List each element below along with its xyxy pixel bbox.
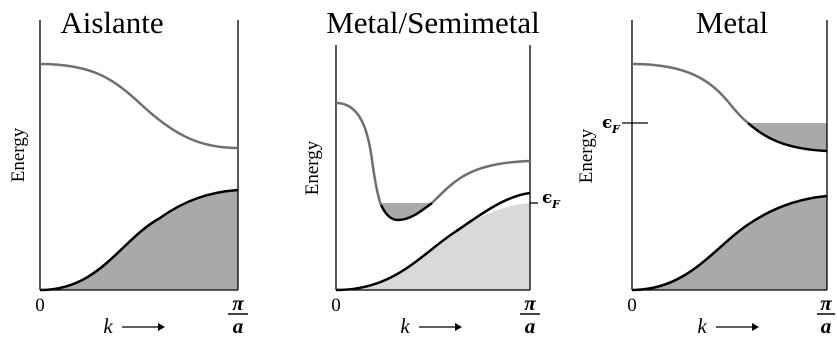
upper-band-curve-empty (631, 62, 749, 124)
upper-band-curve-filled (747, 122, 828, 153)
k-axis-label: k (400, 314, 410, 338)
panel-metal-semimetal: Metal/Semimetal ϵ F Energy 0 k π a (302, 5, 561, 338)
k-arrow (122, 323, 165, 331)
lower-band-curve (39, 188, 239, 292)
k-axis-label: k (103, 314, 113, 338)
filled-lower-band (40, 190, 238, 290)
lower-band-curve (335, 191, 531, 292)
energy-axis-label: Energy (576, 128, 597, 183)
fermi-level-subscript: F (551, 198, 561, 211)
k-axis-label: k (697, 314, 707, 338)
pi-label: π (524, 291, 536, 315)
fermi-level-label: ϵ (602, 113, 612, 133)
energy-axis-label: Energy (302, 140, 323, 195)
origin-label: 0 (627, 295, 637, 316)
panel-title: Metal (696, 5, 768, 40)
upper-band-curve-left (335, 101, 383, 206)
panel-title: Aislante (60, 5, 163, 40)
filled-lower-band (336, 203, 530, 290)
a-label: a (525, 314, 536, 338)
fermi-level-label: ϵ (542, 188, 552, 208)
k-arrow (716, 323, 759, 331)
pi-label: π (232, 291, 244, 315)
origin-label: 0 (331, 295, 341, 316)
pi-label: π (820, 291, 832, 315)
origin-label: 0 (35, 295, 45, 316)
filled-upper-pocket (380, 203, 432, 220)
fermi-level-subscript: F (611, 123, 621, 136)
upper-band-curve-dip (379, 202, 433, 222)
panel-metal: Metal ϵ F Energy 0 k π a (576, 5, 835, 338)
k-arrow (419, 323, 462, 331)
upper-band-curve-right (431, 159, 531, 204)
panel-aislante: Aislante Energy 0 k π a (8, 5, 248, 338)
filled-upper-band (748, 123, 827, 151)
lower-band-curve (631, 194, 828, 292)
panel-title: Metal/Semimetal (326, 5, 540, 40)
a-label: a (233, 314, 244, 338)
a-label: a (821, 314, 832, 338)
energy-axis-label: Energy (8, 127, 29, 182)
filled-lower-band (632, 196, 827, 290)
upper-band-curve (39, 62, 239, 150)
